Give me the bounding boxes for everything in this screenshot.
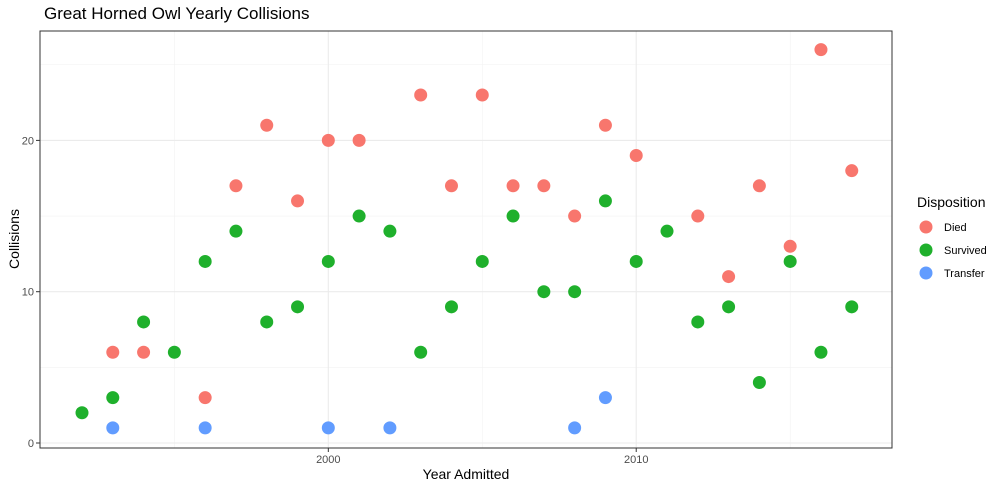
point-transfer (321, 421, 335, 435)
plot-panel-border (39, 30, 893, 449)
point-survived (845, 300, 859, 314)
x-axis-title: Year Admitted (423, 466, 510, 482)
axis-ticks: 2000 2010 0 10 20 (22, 135, 649, 466)
point-transfer (568, 421, 582, 435)
legend-key-survived (919, 243, 933, 257)
x-tick-label: 2010 (624, 454, 648, 466)
point-died (814, 43, 828, 57)
point-died (783, 239, 797, 253)
legend-label-survived: Survived (944, 245, 987, 257)
point-died (137, 345, 151, 359)
point-survived (722, 300, 736, 314)
y-tick-label: 20 (22, 135, 34, 147)
point-died (291, 194, 305, 208)
point-died (444, 179, 458, 193)
point-survived (321, 254, 335, 268)
x-tick-label: 2000 (316, 454, 340, 466)
point-transfer (106, 421, 120, 435)
legend-label-transfer: Transfer (944, 268, 985, 280)
y-tick-label: 0 (28, 438, 34, 450)
point-survived (629, 254, 643, 268)
point-died (537, 179, 551, 193)
plot-panel-background (40, 31, 892, 448)
point-survived (598, 194, 612, 208)
point-survived (568, 285, 582, 299)
point-survived (814, 345, 828, 359)
point-survived (691, 315, 705, 329)
y-tick-label: 10 (22, 287, 34, 299)
point-survived (352, 209, 366, 223)
point-transfer (383, 421, 397, 435)
point-died (598, 118, 612, 132)
point-died (568, 209, 582, 223)
point-died (506, 179, 520, 193)
point-transfer (198, 421, 212, 435)
point-died (752, 179, 766, 193)
point-died (414, 88, 428, 102)
point-transfer (598, 391, 612, 405)
point-survived (229, 224, 243, 238)
point-died (629, 149, 643, 163)
point-survived (475, 254, 489, 268)
point-died (321, 133, 335, 147)
point-survived (752, 375, 766, 389)
point-survived (198, 254, 212, 268)
point-died (475, 88, 489, 102)
legend: Disposition Died Survived Transfer (917, 194, 987, 280)
y-axis-title: Collisions (6, 209, 22, 269)
legend-label-died: Died (944, 222, 967, 234)
point-died (260, 118, 274, 132)
point-survived (506, 209, 520, 223)
point-survived (260, 315, 274, 329)
legend-key-died (919, 220, 933, 234)
data-points (75, 43, 859, 435)
point-survived (383, 224, 397, 238)
chart-title: Great Horned Owl Yearly Collisions (44, 4, 310, 23)
point-survived (537, 285, 551, 299)
point-survived (137, 315, 151, 329)
point-survived (106, 391, 120, 405)
point-survived (444, 300, 458, 314)
point-died (691, 209, 705, 223)
point-survived (167, 345, 181, 359)
point-died (352, 133, 366, 147)
point-died (229, 179, 243, 193)
grid-lines (40, 31, 892, 448)
point-survived (75, 406, 89, 420)
point-died (198, 391, 212, 405)
point-survived (783, 254, 797, 268)
point-died (845, 164, 859, 178)
point-survived (660, 224, 674, 238)
point-died (106, 345, 120, 359)
point-survived (414, 345, 428, 359)
legend-title: Disposition (917, 194, 985, 210)
point-survived (291, 300, 305, 314)
point-died (722, 270, 736, 284)
legend-key-transfer (919, 266, 933, 280)
